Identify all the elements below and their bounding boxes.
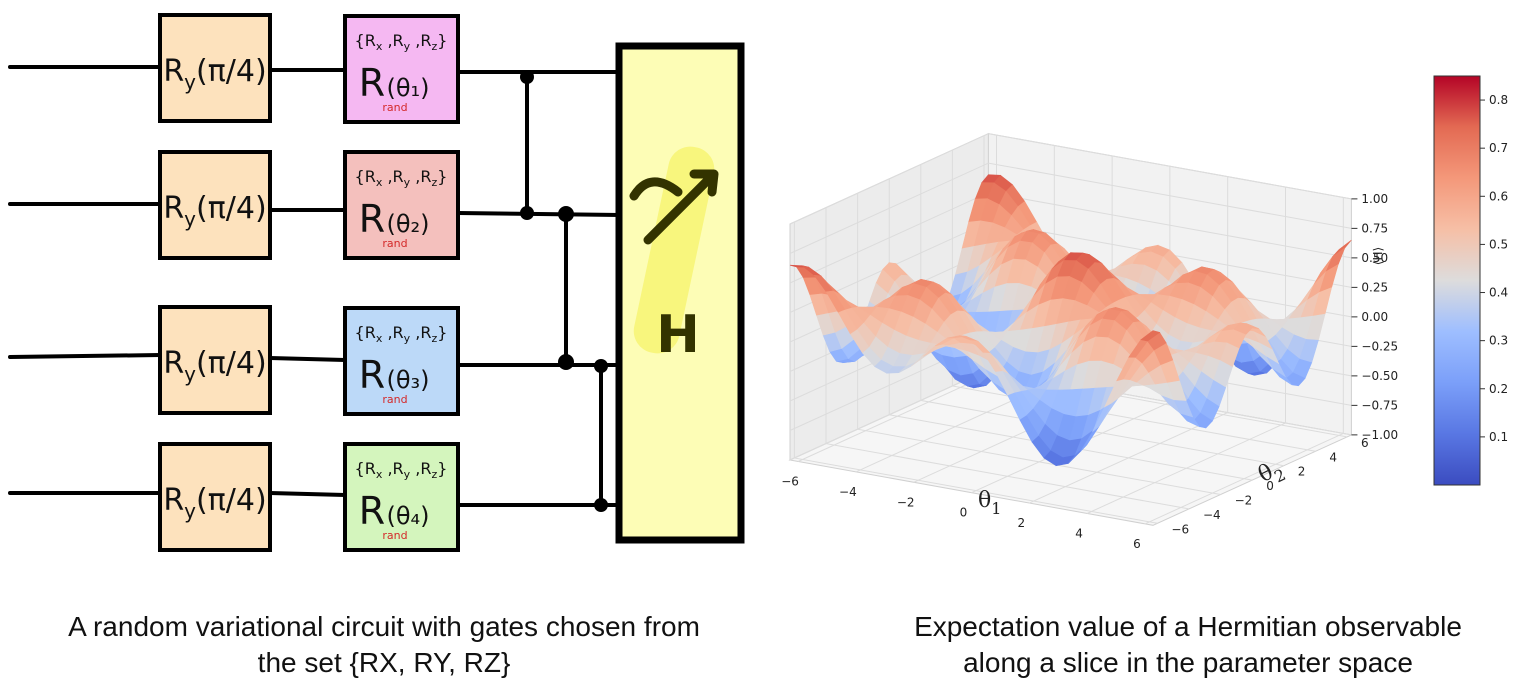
z-axis-label: ⟨H⟩ (1371, 247, 1385, 265)
colorbar-gradient (1433, 75, 1481, 486)
qubit-wire-3-in (8, 353, 162, 359)
rand-gate-theta: (θ₄) (386, 502, 429, 530)
z-tick-label: 0.00 (1361, 310, 1388, 324)
x-tick-label: −6 (781, 474, 799, 488)
right-caption-line1: Expectation value of a Hermitian observa… (914, 611, 1462, 642)
quantum-circuit: Ry(π/4) Ry(π/4) Ry(π/4) Ry(π/4) {Rx ,Ry ,Rz… (8, 13, 745, 552)
colorbar-tick-label: 0.8 (1489, 93, 1508, 107)
y-tick-label: 2 (1298, 465, 1306, 479)
z-tick-label: 0.75 (1361, 221, 1388, 235)
rand-gate-theta: (θ₂) (386, 210, 429, 238)
x-tick-label: 0 (960, 506, 968, 520)
ry-gate-label: Ry(π/4) (163, 346, 266, 386)
colorbar-tick-label: 0.4 (1489, 286, 1508, 300)
colorbar-tick-label: 0.2 (1489, 382, 1508, 396)
hermitian-measurement: H (615, 42, 745, 544)
rand-gate-subscript: rand (382, 101, 407, 114)
ry-gate-1: Ry(π/4) (158, 13, 272, 123)
right-caption-line2: along a slice in the parameter space (963, 647, 1413, 678)
control-dot (558, 206, 574, 222)
z-tick-label: −0.25 (1361, 339, 1398, 353)
colorbar-tick-label: 0.5 (1489, 237, 1508, 251)
x-tick-label: −2 (897, 495, 915, 509)
rand-gate-subscript: rand (382, 529, 407, 542)
x-tick-label: 6 (1133, 537, 1141, 551)
z-tick-label: −0.50 (1361, 369, 1398, 383)
left-caption-line1: A random variational circuit with gates … (68, 611, 700, 642)
rand-gate-name: R (359, 197, 385, 241)
gridline (789, 133, 1352, 225)
rand-gate-theta: (θ₃) (386, 366, 429, 394)
z-tick-label: 1.00 (1361, 192, 1388, 206)
random-rotation-gate-2: {Rx ,Ry ,Rz} R (θ₂)rand (343, 150, 460, 260)
y-tick-label: 0 (1266, 479, 1274, 493)
z-tick-label: −1.00 (1361, 428, 1398, 442)
qubit-wire-3-mid (268, 356, 347, 362)
rand-gate-subscript: rand (382, 237, 407, 250)
random-rotation-gate-3: {Rx ,Ry ,Rz} R (θ₃)rand (343, 306, 460, 416)
y-tick-label: 6 (1361, 436, 1369, 450)
colorbar-tick-label: 0.7 (1489, 141, 1508, 155)
gate-set-label: {Rx ,Ry ,Rz} (355, 31, 448, 53)
gate-set-label: {Rx ,Ry ,Rz} (355, 323, 448, 345)
y-tick-label: 4 (1329, 450, 1337, 464)
z-tick-label: 0.50 (1361, 251, 1388, 265)
control-dot (558, 354, 574, 370)
control-dot (520, 70, 534, 84)
x-tick-label: 4 (1075, 526, 1083, 540)
surface-facet (1140, 330, 1161, 342)
rand-gate-name: R (359, 61, 385, 105)
surface-plot: −6−4−20246−6−4−20246−1.00−0.75−0.50−0.25… (781, 132, 1398, 551)
y-tick-label: −4 (1203, 508, 1221, 522)
y-tick-label: −6 (1171, 522, 1189, 536)
x-tick-label: 2 (1017, 516, 1025, 530)
colorbar: 0.1 0.2 0.3 0.4 0.5 0.6 0.7 0.8 (1433, 75, 1508, 486)
ry-gate-2: Ry(π/4) (158, 150, 272, 260)
rand-gate-theta: (θ₁) (386, 74, 429, 102)
control-dot (594, 359, 608, 373)
ry-gate-3: Ry(π/4) (158, 305, 272, 415)
control-dot (520, 206, 534, 220)
meter-needle-icon (643, 169, 719, 245)
hermitian-label: H (656, 305, 700, 365)
control-dot (594, 498, 608, 512)
ry-gate-4: Ry(π/4) (158, 442, 272, 552)
z-tick-label: −0.75 (1361, 398, 1398, 412)
y-tick-label: −2 (1235, 493, 1253, 507)
rand-gate-name: R (359, 489, 385, 533)
random-rotation-gate-4: {Rx ,Ry ,Rz} R (θ₄)rand (343, 442, 460, 552)
x-tick-label: −4 (839, 485, 857, 499)
rand-gate-subscript: rand (382, 393, 407, 406)
meter-arc-icon (629, 177, 683, 201)
gate-set-label: {Rx ,Ry ,Rz} (355, 459, 448, 481)
ry-gate-label: Ry(π/4) (163, 54, 266, 94)
ry-gate-label: Ry(π/4) (163, 191, 266, 231)
qubit-wire-4-mid (268, 491, 347, 497)
ry-gate-label: Ry(π/4) (163, 483, 266, 523)
gridline (789, 162, 1352, 254)
gate-set-label: {Rx ,Ry ,Rz} (355, 167, 448, 189)
colorbar-tick-label: 0.3 (1489, 334, 1508, 348)
left-caption-line2: the set {RX, RY, RZ} (258, 647, 511, 678)
qubit-wire-2-out (456, 211, 622, 217)
colorbar-tick-label: 0.1 (1489, 430, 1508, 444)
colorbar-tick-label: 0.6 (1489, 189, 1508, 203)
random-rotation-gate-1: {Rx ,Ry ,Rz} R (θ₁)rand (343, 14, 460, 124)
z-tick-label: 0.25 (1361, 280, 1388, 294)
rand-gate-name: R (359, 353, 385, 397)
